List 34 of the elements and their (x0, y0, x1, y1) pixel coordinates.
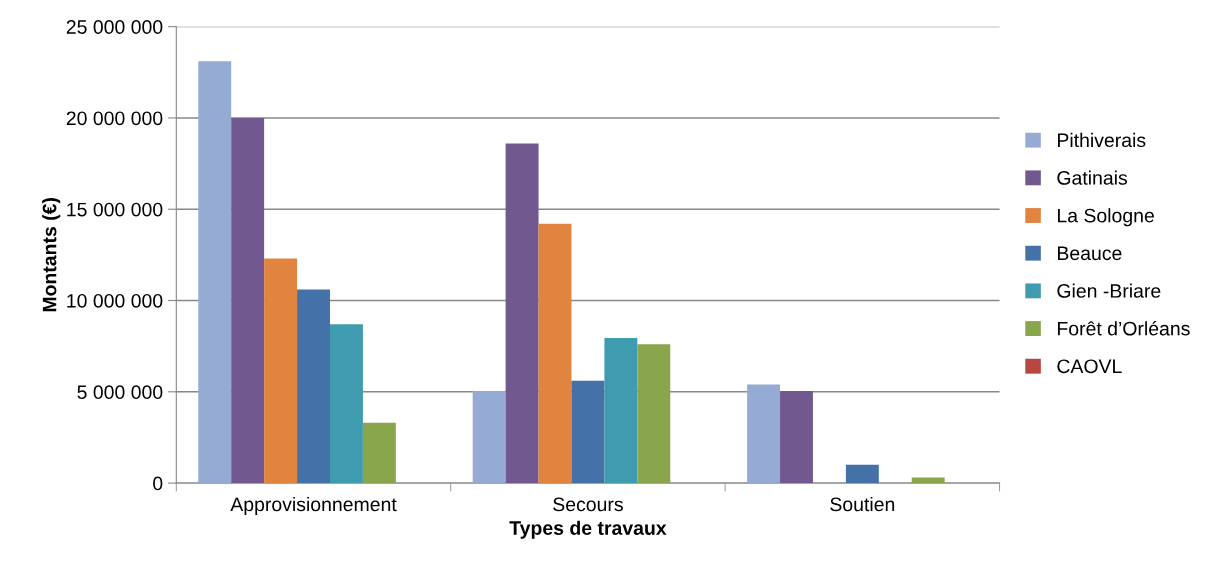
legend-label: Gien -Briare (1057, 283, 1161, 298)
y-tick-label: 15 000 000 (67, 202, 163, 217)
bar (538, 223, 572, 484)
bar (297, 289, 330, 484)
legend-label: Beauce (1057, 246, 1122, 261)
bar (329, 324, 363, 484)
bar (911, 477, 945, 484)
bar (231, 117, 265, 484)
bar (472, 390, 506, 484)
y-tick-label: 10 000 000 (67, 293, 163, 308)
legend-label: CAOVL (1057, 359, 1122, 374)
x-tick-label: Soutien (830, 496, 895, 512)
x-tick-label: Secours (553, 497, 623, 512)
legend-label: La Sologne (1057, 208, 1154, 227)
bar (845, 464, 879, 484)
bar (747, 384, 781, 484)
y-tick-label: 0 (153, 476, 163, 491)
x-tick-label: Approvisionnement (230, 496, 397, 516)
legend-label: Pithiverais (1057, 132, 1146, 148)
y-tick-label: 5 000 000 (77, 385, 163, 400)
bar (780, 390, 813, 484)
bar (362, 422, 396, 484)
bar (198, 61, 232, 484)
y-axis-title: Montants (€) (42, 198, 61, 312)
bar (604, 337, 638, 484)
bar (505, 143, 539, 484)
bar (571, 380, 605, 484)
x-axis-title: Types de travaux (509, 520, 667, 539)
legend-label: Gatinais (1057, 170, 1128, 185)
y-tick-label: 25 000 000 (66, 20, 163, 34)
legend-label: Forêt d’Orléans (1057, 320, 1190, 336)
y-tick-label: 20 000 000 (66, 111, 163, 126)
bar (264, 258, 298, 484)
bar (637, 344, 671, 484)
